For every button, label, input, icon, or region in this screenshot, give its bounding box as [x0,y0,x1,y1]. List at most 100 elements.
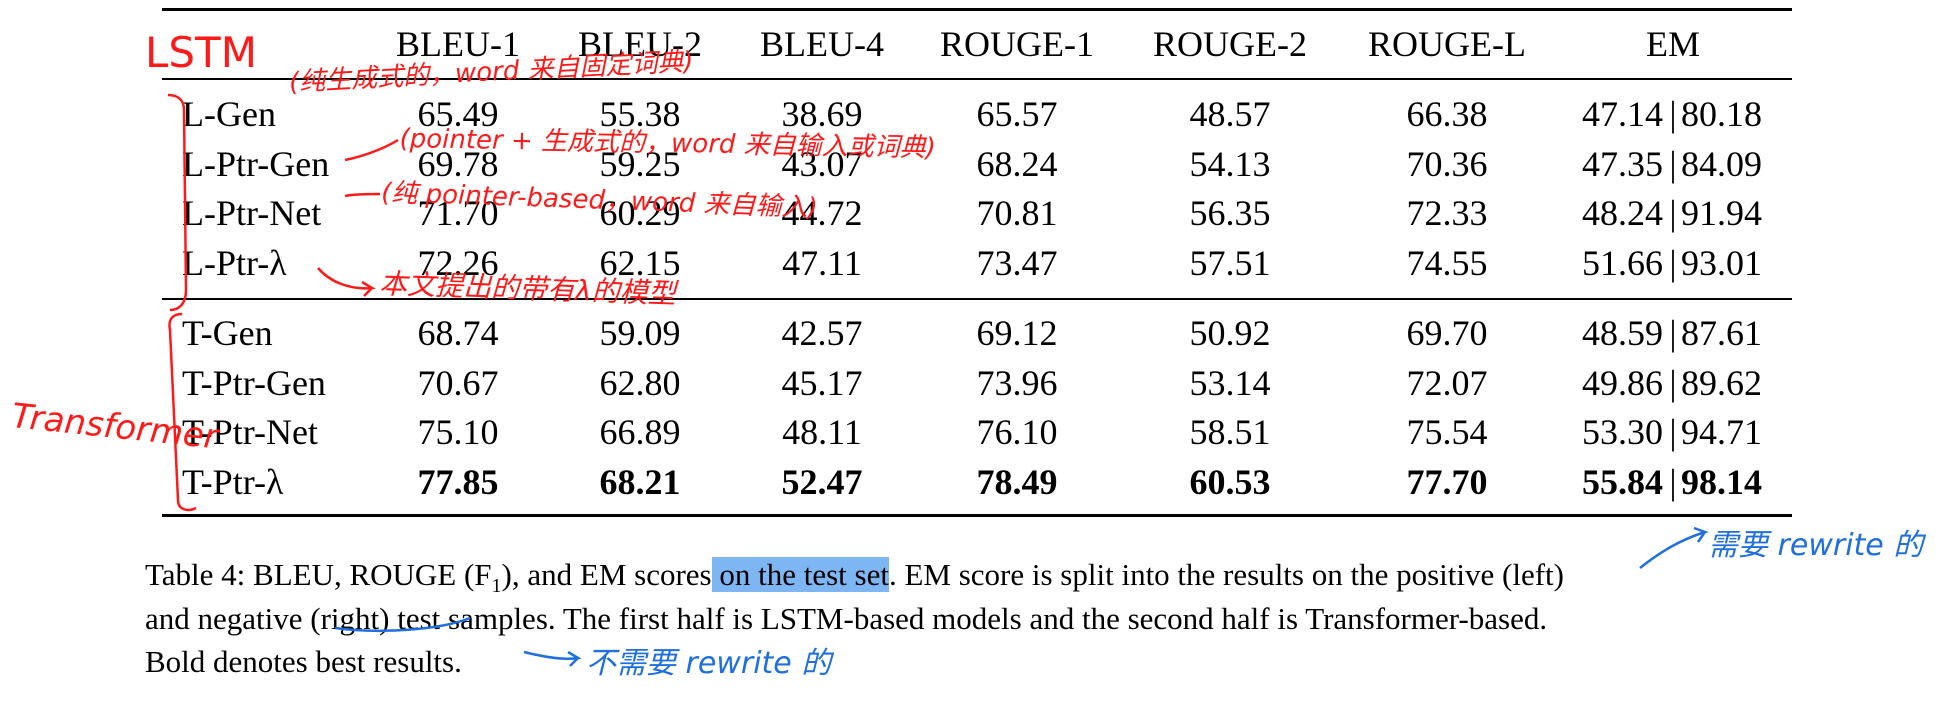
column-header: ROUGE-2 [1153,24,1307,64]
metric-cell: 57.51 [1189,243,1271,283]
em-separator: | [1669,243,1677,283]
column-header: BLEU-4 [760,24,884,64]
model-name-cell: T-Ptr-Net [182,412,318,452]
metric-cell: 72.26 [417,243,499,283]
rewrite-handwritten-note: 需要 rewrite 的 [1708,528,1924,563]
transformer-handwritten-label: Transformer [9,396,220,458]
metric-cell: 60.53 [1189,462,1271,502]
em-separator: | [1669,193,1677,233]
metric-cell: 59.25 [599,144,681,184]
metric-cell: 48.57 [1189,94,1271,134]
metric-cell: 70.36 [1406,144,1488,184]
em-positive-cell: 53.30 [1582,412,1663,452]
metric-cell: 77.85 [417,462,499,502]
em-negative-cell: 80.18 [1681,94,1762,134]
metric-cell: 42.57 [781,313,863,353]
metric-cell: 62.80 [599,363,681,403]
model-name-cell: L-Gen [182,94,276,134]
metric-cell: 59.09 [599,313,681,353]
em-negative-cell: 98.14 [1681,462,1762,502]
em-negative-cell: 94.71 [1681,412,1762,452]
lstm-handwritten-label: LSTM [145,28,257,77]
metric-cell: 60.29 [599,193,681,233]
caption-subscript: 1 [491,575,502,598]
em-negative-cell: 91.94 [1681,193,1762,233]
caption-line-3: Bold denotes best results. [145,644,462,679]
metric-cell: 69.70 [1406,313,1488,353]
metric-cell: 73.47 [976,243,1058,283]
top-rule [162,8,1792,11]
caption-text: Table 4: BLEU, ROUGE (F [145,557,492,592]
metric-cell: 62.15 [599,243,681,283]
em-positive-cell: 48.24 [1582,193,1663,233]
em-positive-cell: 47.35 [1582,144,1663,184]
metric-cell: 72.07 [1406,363,1488,403]
em-positive-cell: 51.66 [1582,243,1663,283]
no-rewrite-handwritten-note: 不需要 rewrite 的 [586,646,832,681]
metric-cell: 58.51 [1189,412,1271,452]
metric-cell: 47.11 [782,243,862,283]
column-header: ROUGE-L [1368,24,1526,64]
em-separator: | [1669,144,1677,184]
em-separator: | [1669,363,1677,403]
metric-cell: 48.11 [782,412,862,452]
em-negative-cell: 84.09 [1681,144,1762,184]
metric-cell: 77.70 [1406,462,1488,502]
metric-cell: 69.12 [976,313,1058,353]
metric-cell: 54.13 [1189,144,1271,184]
metric-cell: 75.54 [1406,412,1488,452]
metric-cell: 75.10 [417,412,499,452]
em-separator: | [1669,462,1677,502]
metric-cell: 44.72 [781,193,863,233]
column-header: BLEU-1 [396,24,520,64]
bottom-rule [162,514,1792,517]
column-header: ROUGE-1 [940,24,1094,64]
metric-cell: 68.24 [976,144,1058,184]
em-separator: | [1669,313,1677,353]
metric-cell: 53.14 [1189,363,1271,403]
em-negative-cell: 89.62 [1681,363,1762,403]
caption-text: ), and EM scores [501,557,712,592]
em-positive-cell: 55.84 [1582,462,1663,502]
model-name-cell: T-Ptr-Gen [182,363,326,403]
em-separator: | [1669,412,1677,452]
metric-cell: 56.35 [1189,193,1271,233]
model-name-cell: L-Ptr-λ [182,243,287,283]
header-rule [162,78,1792,80]
metric-cell: 38.69 [781,94,863,134]
caption-line-2: and negative (right) test samples. The f… [145,601,1548,636]
metric-cell: 50.92 [1189,313,1271,353]
metric-cell: 65.49 [417,94,499,134]
metric-cell: 78.49 [976,462,1058,502]
metric-cell: 74.55 [1406,243,1488,283]
caption-text: . EM score is split into the results on … [888,557,1564,592]
group-separator-rule [162,298,1792,300]
metric-cell: 65.57 [976,94,1058,134]
metric-cell: 72.33 [1406,193,1488,233]
em-positive-cell: 48.59 [1582,313,1663,353]
metric-cell: 55.38 [599,94,681,134]
metric-cell: 70.67 [417,363,499,403]
em-negative-cell: 87.61 [1681,313,1762,353]
metric-cell: 45.17 [781,363,863,403]
model-name-cell: L-Ptr-Net [182,193,322,233]
column-header: BLEU-2 [578,24,702,64]
em-positive-cell: 49.86 [1582,363,1663,403]
em-separator: | [1669,94,1677,134]
metric-cell: 68.21 [599,462,681,502]
metric-cell: 71.70 [417,193,499,233]
caption-highlight: on the test set [711,557,889,592]
metric-cell: 66.38 [1406,94,1488,134]
metric-cell: 68.74 [417,313,499,353]
metric-cell: 73.96 [976,363,1058,403]
metric-cell: 69.78 [417,144,499,184]
model-name-cell: L-Ptr-Gen [182,144,330,184]
em-positive-cell: 47.14 [1582,94,1663,134]
model-name-cell: T-Ptr-λ [182,462,284,502]
em-negative-cell: 93.01 [1681,243,1762,283]
metric-cell: 70.81 [976,193,1058,233]
metric-cell: 52.47 [781,462,863,502]
column-header: EM [1646,24,1700,64]
metric-cell: 66.89 [599,412,681,452]
